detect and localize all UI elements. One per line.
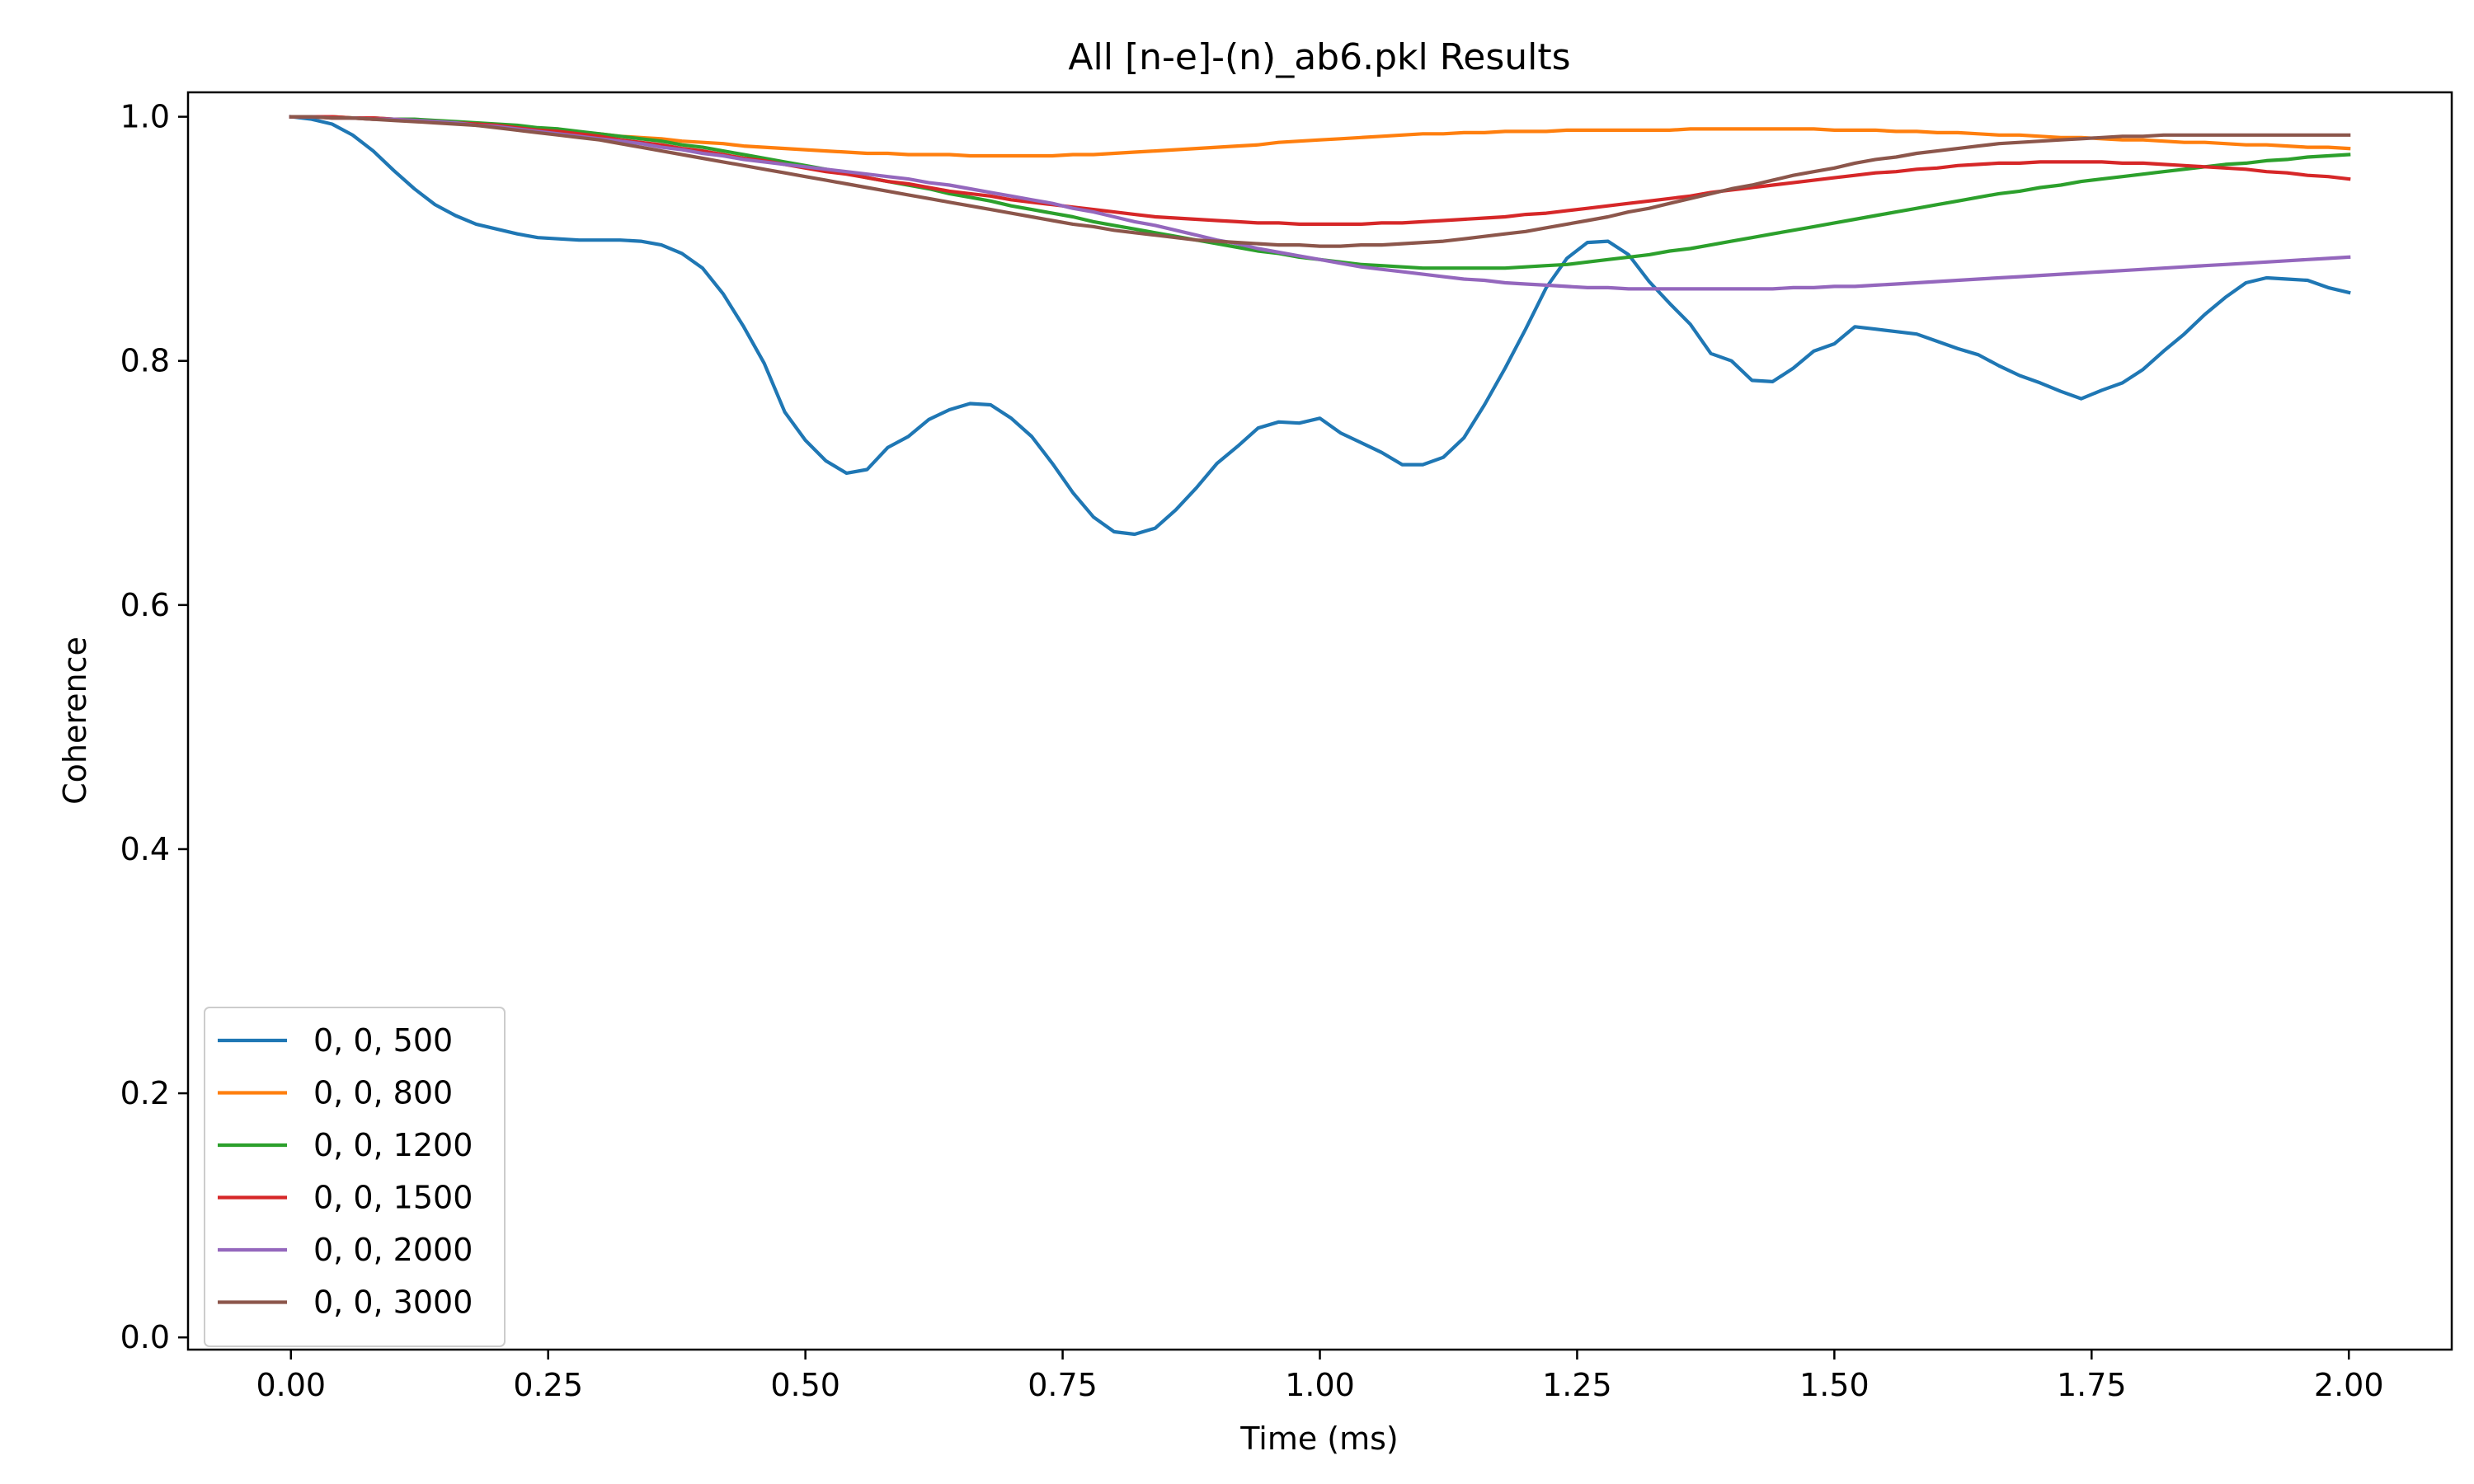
series-line-6 [289,115,2351,248]
x-tick-label: 1.00 [1285,1367,1355,1403]
x-tick-label: 0.00 [256,1367,326,1403]
legend: 0, 0, 500 0, 0, 800 0, 0, 1200 0, 0, 1500 0,… [204,1007,506,1347]
legend-label-3: 0, 0, 1200 [313,1127,473,1163]
series-line-5 [289,115,2351,291]
plot-area [289,115,2351,537]
legend-label-1: 0, 0, 500 [313,1022,453,1059]
y-axis: 0.0 0.2 0.4 0.6 0.8 1.0 [120,99,188,1355]
y-tick-label: 0.4 [120,831,170,867]
chart-title: All [n-e]-(n)_ab6.pkl Results [1068,36,1570,78]
legend-label-4: 0, 0, 1500 [313,1180,473,1216]
y-tick-label: 0.6 [120,587,170,623]
x-tick-label: 2.00 [2314,1367,2384,1403]
x-tick-label: 0.50 [770,1367,840,1403]
legend-label-6: 0, 0, 3000 [313,1284,473,1321]
x-tick-label: 1.75 [2057,1367,2127,1403]
y-tick-label: 0.0 [120,1319,170,1355]
y-tick-label: 0.8 [120,343,170,379]
x-tick-label: 0.75 [1028,1367,1098,1403]
y-axis-label: Coherence [57,636,93,805]
x-axis-label: Time (ms) [1239,1421,1399,1457]
x-tick-label: 0.25 [513,1367,583,1403]
x-tick-label: 1.25 [1542,1367,1612,1403]
x-tick-label: 1.50 [1799,1367,1870,1403]
legend-label-2: 0, 0, 800 [313,1075,453,1111]
y-tick-label: 0.2 [120,1075,170,1111]
y-tick-label: 1.0 [120,99,170,135]
x-axis: 0.00 0.25 0.50 0.75 1.00 1.25 1.50 1.75 2.00 [256,1350,2384,1403]
series-line-1 [289,115,2351,537]
legend-label-5: 0, 0, 2000 [313,1232,473,1268]
